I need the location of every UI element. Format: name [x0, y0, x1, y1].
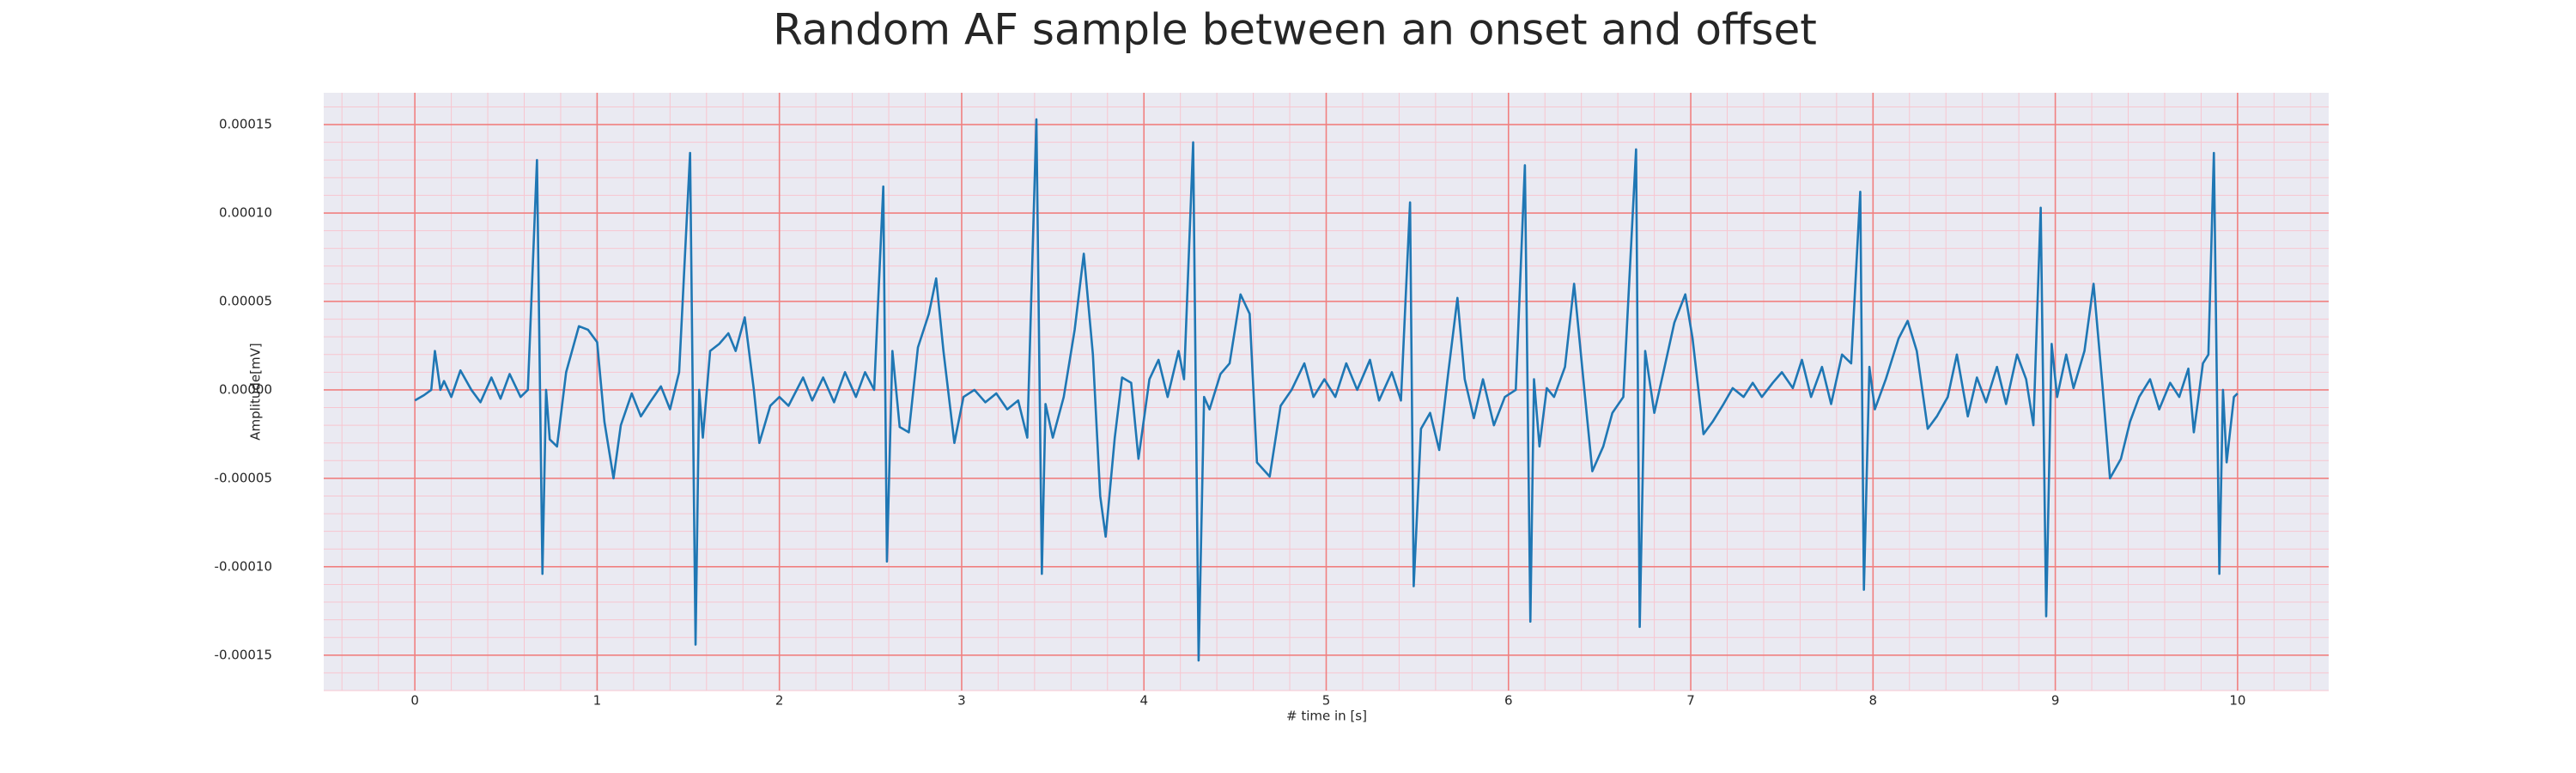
- y-tick-label: 0.00010: [219, 205, 272, 221]
- x-tick-label: 8: [1869, 693, 1878, 709]
- y-tick-label: 0.00005: [219, 293, 272, 308]
- x-tick-label: 5: [1322, 693, 1331, 709]
- y-tick-label: -0.00010: [215, 558, 272, 574]
- x-tick-label: 2: [775, 693, 784, 709]
- chart-title: Random AF sample between an onset and of…: [773, 5, 1817, 55]
- x-tick-label: 0: [410, 693, 419, 709]
- x-tick-label: 9: [2051, 693, 2060, 709]
- x-tick-label: 6: [1504, 693, 1513, 709]
- x-tick-label: 7: [1686, 693, 1695, 709]
- x-tick-label: 10: [2229, 693, 2245, 709]
- y-tick-label: -0.00015: [215, 647, 272, 662]
- x-tick-label: 4: [1139, 693, 1148, 709]
- y-tick-label: -0.00005: [215, 470, 272, 485]
- y-tick-label: 0.00015: [219, 117, 272, 132]
- x-tick-label: 3: [957, 693, 966, 709]
- y-axis-label: Amplitude[mV]: [248, 343, 264, 440]
- y-tick-label: 0.00000: [219, 381, 272, 397]
- x-axis-label: # time in [s]: [1286, 709, 1367, 724]
- signal-line: [414, 118, 2239, 662]
- x-tick-label: 1: [593, 693, 602, 709]
